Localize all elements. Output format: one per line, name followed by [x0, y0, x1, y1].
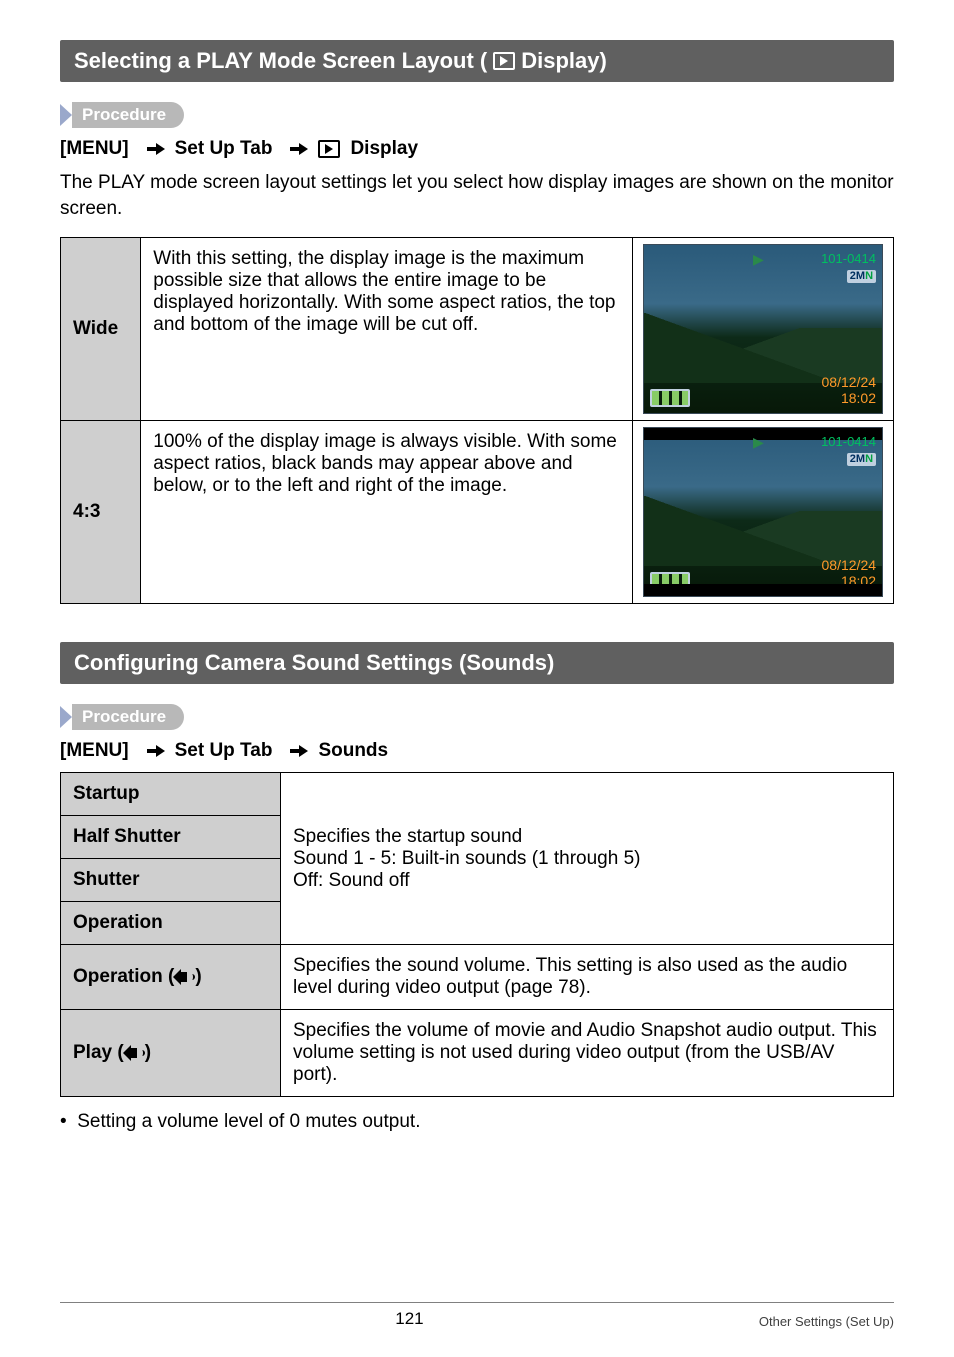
bullet-note: • Setting a volume level of 0 mutes outp… [60, 1111, 894, 1133]
arrow-right-icon [299, 745, 308, 757]
row-head-op-vol: Operation () [61, 945, 281, 1010]
row-head-wide: Wide [61, 238, 141, 421]
thumbnail-wide: ▶ 101-0414 2MN 08/12/24 18:02 [643, 244, 883, 414]
row-head-play-vol: Play () [61, 1010, 281, 1097]
section-heading-2: Configuring Camera Sound Settings (Sound… [60, 642, 894, 684]
thumb-time: 18:02 [822, 573, 877, 590]
row-desc-play-vol: Specifies the volume of movie and Audio … [281, 1010, 894, 1097]
row-desc-wide: With this setting, the display image is … [141, 238, 633, 421]
thumb-file-id: 101-0414 [821, 251, 876, 267]
procedure-label-2: Procedure [72, 704, 184, 730]
merged-desc-l3: Off: Sound off [293, 870, 881, 892]
thumb-date: 08/12/24 [822, 557, 877, 574]
thumb-date: 08/12/24 [822, 374, 877, 391]
proc-target-2: Sounds [318, 740, 388, 762]
play-box-icon [318, 140, 340, 158]
play-indicator-icon: ▶ [753, 434, 764, 451]
section-heading-1: Selecting a PLAY Mode Screen Layout ( Di… [60, 40, 894, 82]
proc-tab-1: Set Up Tab [175, 138, 273, 160]
row-thumb-wide: ▶ 101-0414 2MN 08/12/24 18:02 [633, 238, 894, 421]
table-row: Wide With this setting, the display imag… [61, 238, 894, 421]
merged-desc-l1: Specifies the startup sound [293, 826, 881, 848]
thumb-size-badge: 2MN [847, 453, 876, 466]
procedure-label-1: Procedure [72, 102, 184, 128]
proc-menu-2: [MENU] [60, 740, 129, 762]
row-head-shutter: Shutter [61, 859, 281, 902]
procedure-path-2: [MENU] Set Up Tab Sounds [60, 740, 894, 762]
row-desc-op-vol: Specifies the sound volume. This setting… [281, 945, 894, 1010]
procedure-label-row-2: Procedure [60, 704, 894, 730]
proc-target-1: Display [350, 138, 418, 160]
row-head-halfshutter: Half Shutter [61, 816, 281, 859]
table-row: Operation () Specifies the sound volume.… [61, 945, 894, 1010]
procedure-tick-icon [60, 706, 72, 728]
play-box-icon [493, 52, 515, 70]
thumbnail-43: ▶ 101-0414 2MN 08/12/24 18:02 [643, 427, 883, 597]
battery-icon [650, 572, 690, 590]
row-head-operation: Operation [61, 902, 281, 945]
speaker-icon [174, 969, 195, 985]
section-heading-1-pre: Selecting a PLAY Mode Screen Layout ( [74, 48, 487, 74]
proc-tab-2: Set Up Tab [175, 740, 273, 762]
row-head-startup: Startup [61, 773, 281, 816]
thumb-size-badge: 2MN [847, 270, 876, 283]
section1-intro: The PLAY mode screen layout settings let… [60, 170, 894, 221]
play-indicator-icon: ▶ [753, 251, 764, 268]
row-head-43: 4:3 [61, 421, 141, 604]
row-thumb-43: ▶ 101-0414 2MN 08/12/24 18:02 [633, 421, 894, 604]
arrow-right-icon [299, 143, 308, 155]
procedure-tick-icon [60, 104, 72, 126]
battery-icon [650, 389, 690, 407]
table-row: Play () Specifies the volume of movie an… [61, 1010, 894, 1097]
section-heading-2-text: Configuring Camera Sound Settings (Sound… [74, 650, 554, 676]
table-row: 4:3 100% of the display image is always … [61, 421, 894, 604]
row-desc-43: 100% of the display image is always visi… [141, 421, 633, 604]
merged-desc-l2: Sound 1 - 5: Built-in sounds (1 through … [293, 848, 881, 870]
procedure-label-row-1: Procedure [60, 102, 894, 128]
table-row: Startup Specifies the startup sound Soun… [61, 773, 894, 816]
section-heading-1-post: Display) [521, 48, 607, 74]
page-number: 121 [395, 1309, 423, 1329]
footer-section-label: Other Settings (Set Up) [759, 1314, 894, 1329]
procedure-path-1: [MENU] Set Up Tab Display [60, 138, 894, 160]
speaker-icon [124, 1045, 145, 1061]
proc-menu-1: [MENU] [60, 138, 129, 160]
layout-options-table: Wide With this setting, the display imag… [60, 237, 894, 604]
arrow-right-icon [156, 143, 165, 155]
merged-desc-cell: Specifies the startup sound Sound 1 - 5:… [281, 773, 894, 945]
thumb-file-id: 101-0414 [821, 434, 876, 450]
page-footer: 121 Other Settings (Set Up) [60, 1302, 894, 1329]
sounds-table: Startup Specifies the startup sound Soun… [60, 772, 894, 1097]
thumb-time: 18:02 [822, 390, 877, 407]
arrow-right-icon [156, 745, 165, 757]
